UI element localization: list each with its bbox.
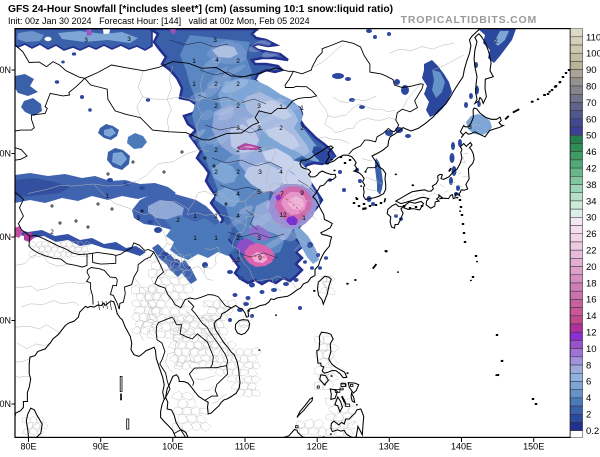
svg-text:0.2: 0.2 — [586, 426, 599, 437]
svg-text:3: 3 — [136, 215, 140, 222]
svg-text:110: 110 — [586, 32, 600, 43]
svg-text:3: 3 — [213, 37, 217, 44]
svg-text:4: 4 — [215, 57, 219, 64]
svg-text:GFS 24-Hour Snowfall [*include: GFS 24-Hour Snowfall [*includes sleet*] … — [8, 4, 393, 15]
svg-text:10: 10 — [586, 344, 597, 355]
svg-text:90E: 90E — [93, 442, 109, 452]
svg-text:8: 8 — [586, 360, 591, 371]
svg-text:50N: 50N — [0, 65, 11, 75]
svg-text:1: 1 — [214, 213, 218, 220]
svg-text:2: 2 — [236, 103, 240, 110]
svg-text:6: 6 — [586, 377, 591, 388]
svg-text:3: 3 — [468, 124, 472, 131]
svg-text:30: 30 — [586, 213, 597, 224]
svg-text:18: 18 — [586, 278, 597, 289]
svg-text:2: 2 — [494, 38, 498, 45]
svg-text:2: 2 — [300, 125, 304, 132]
svg-text:4: 4 — [279, 169, 283, 176]
svg-text:80E: 80E — [20, 442, 36, 452]
svg-text:2: 2 — [236, 58, 240, 65]
svg-text:5: 5 — [258, 147, 262, 154]
svg-text:9: 9 — [300, 190, 304, 197]
svg-text:50: 50 — [586, 131, 597, 142]
svg-text:12: 12 — [586, 328, 597, 339]
svg-text:5: 5 — [257, 189, 261, 196]
svg-text:1: 1 — [192, 58, 196, 65]
svg-text:3: 3 — [84, 37, 88, 44]
svg-text:2: 2 — [50, 229, 54, 236]
svg-text:2: 2 — [236, 81, 240, 88]
svg-text:1: 1 — [300, 105, 304, 112]
svg-text:140E: 140E — [451, 442, 472, 452]
svg-text:46: 46 — [586, 147, 597, 158]
svg-text:100: 100 — [586, 49, 600, 60]
svg-text:34: 34 — [586, 196, 597, 207]
svg-text:100E: 100E — [162, 442, 183, 452]
svg-text:4: 4 — [586, 393, 591, 404]
svg-text:150E: 150E — [523, 442, 544, 452]
svg-text:120E: 120E — [307, 442, 328, 452]
svg-text:60: 60 — [586, 114, 597, 125]
svg-text:2: 2 — [176, 217, 180, 224]
svg-text:3: 3 — [127, 36, 131, 43]
svg-text:3: 3 — [236, 125, 240, 132]
svg-text:4: 4 — [236, 213, 240, 220]
svg-text:70: 70 — [586, 98, 597, 109]
svg-text:1: 1 — [302, 215, 306, 222]
svg-text:12: 12 — [279, 212, 287, 219]
svg-text:2: 2 — [236, 235, 240, 242]
svg-text:1: 1 — [192, 81, 196, 88]
svg-text:1: 1 — [193, 213, 197, 220]
svg-text:1: 1 — [214, 235, 218, 242]
svg-text:2: 2 — [279, 125, 283, 132]
svg-text:10N: 10N — [0, 399, 11, 409]
svg-text:Init: 00z Jan 30 2024 Foreca: Init: 00z Jan 30 2024 Forecast Hour: [14… — [8, 16, 310, 26]
svg-text:14: 14 — [586, 311, 597, 322]
svg-text:110E: 110E — [235, 442, 255, 452]
svg-text:2: 2 — [214, 191, 218, 198]
svg-text:3: 3 — [257, 103, 261, 110]
svg-text:1: 1 — [193, 235, 197, 242]
svg-text:3: 3 — [257, 125, 261, 132]
svg-text:2: 2 — [236, 147, 240, 154]
svg-text:20: 20 — [586, 262, 597, 273]
svg-text:2: 2 — [214, 169, 218, 176]
svg-text:20N: 20N — [0, 316, 11, 326]
svg-text:2: 2 — [236, 257, 240, 264]
svg-text:42: 42 — [586, 164, 597, 175]
svg-text:2: 2 — [214, 103, 218, 110]
svg-text:3: 3 — [257, 235, 261, 242]
svg-text:2: 2 — [236, 169, 240, 176]
svg-text:80: 80 — [586, 82, 597, 93]
svg-text:38: 38 — [586, 180, 597, 191]
svg-text:1: 1 — [279, 104, 283, 111]
svg-text:130E: 130E — [379, 442, 400, 452]
svg-text:1: 1 — [105, 193, 109, 200]
svg-text:2: 2 — [214, 147, 218, 154]
svg-text:2: 2 — [586, 410, 591, 421]
svg-text:90: 90 — [586, 65, 597, 76]
svg-text:2: 2 — [214, 81, 218, 88]
svg-text:40N: 40N — [0, 149, 11, 159]
svg-text:22: 22 — [586, 246, 597, 257]
svg-text:16: 16 — [586, 295, 597, 306]
svg-text:3: 3 — [258, 169, 262, 176]
svg-text:26: 26 — [586, 229, 597, 240]
svg-text:30N: 30N — [0, 232, 11, 242]
svg-text:7: 7 — [280, 191, 284, 198]
svg-text:9: 9 — [258, 255, 262, 262]
svg-text:TROPICALTIDBITS.COM: TROPICALTIDBITS.COM — [401, 14, 537, 26]
svg-text:4: 4 — [236, 191, 240, 198]
